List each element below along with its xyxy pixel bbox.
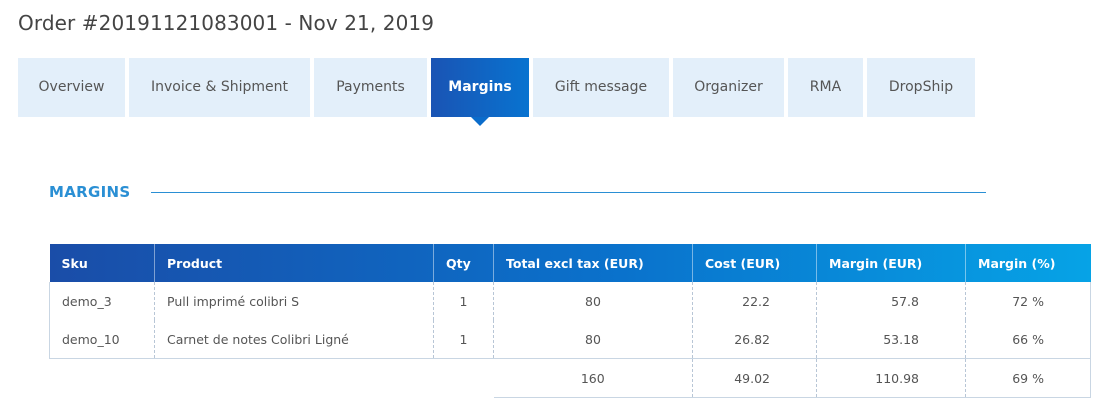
margins-table: Sku Product Qty Total excl tax (EUR) Cos… [49, 244, 1091, 398]
col-header-product: Product [154, 244, 434, 282]
total-amount: 160 [493, 358, 693, 398]
col-header-sku: Sku [49, 244, 155, 282]
cell-total: 80 [493, 282, 693, 320]
cell-sku: demo_3 [49, 282, 155, 320]
total-cost: 49.02 [692, 358, 817, 398]
tab-margins[interactable]: Margins [431, 58, 529, 126]
cell-qty: 1 [433, 282, 494, 320]
table-header-row: Sku Product Qty Total excl tax (EUR) Cos… [49, 244, 1091, 282]
cell-product: Carnet de notes Colibri Ligné [154, 320, 434, 359]
cell-margin: 57.8 [816, 282, 966, 320]
tab-organizer[interactable]: Organizer [673, 58, 784, 117]
total-margin-pct: 69 % [965, 358, 1091, 398]
col-header-total: Total excl tax (EUR) [493, 244, 693, 282]
cell-sku: demo_10 [49, 320, 155, 359]
cell-cost: 26.82 [692, 320, 817, 359]
cell-margin-pct: 72 % [965, 282, 1091, 320]
col-header-margin-pct: Margin (%) [978, 255, 1056, 271]
cell-margin: 53.18 [816, 320, 966, 359]
tab-overview[interactable]: Overview [18, 58, 125, 117]
cell-product: Pull imprimé colibri S [154, 282, 434, 320]
col-header-margin: Margin (EUR) [816, 244, 966, 282]
tab-dropship[interactable]: DropShip [867, 58, 975, 117]
col-header-qty: Qty [433, 244, 494, 282]
section-title: MARGINS [49, 183, 131, 201]
totals-spacer [155, 359, 434, 398]
cell-qty: 1 [433, 320, 494, 359]
cell-cost: 22.2 [692, 282, 817, 320]
table-row: demo_3 Pull imprimé colibri S 1 80 22.2 … [49, 282, 1091, 320]
totals-spacer [50, 359, 155, 398]
tab-payments[interactable]: Payments [314, 58, 427, 117]
cell-margin-pct: 66 % [965, 320, 1091, 359]
tab-rma[interactable]: RMA [788, 58, 863, 117]
section-divider [151, 192, 986, 193]
totals-spacer [434, 359, 494, 398]
cell-total: 80 [493, 320, 693, 359]
table-row: demo_10 Carnet de notes Colibri Ligné 1 … [49, 320, 1091, 359]
col-header-cost: Cost (EUR) [692, 244, 817, 282]
order-title: Order #20191121083001 - Nov 21, 2019 [18, 11, 435, 35]
totals-row: 160 49.02 110.98 69 % [50, 358, 1091, 398]
tab-invoice-shipment[interactable]: Invoice & Shipment [129, 58, 310, 117]
total-margin: 110.98 [816, 358, 966, 398]
tab-gift-message[interactable]: Gift message [533, 58, 669, 117]
